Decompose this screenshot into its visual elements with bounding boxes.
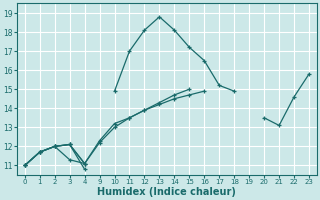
X-axis label: Humidex (Indice chaleur): Humidex (Indice chaleur) — [98, 187, 236, 197]
